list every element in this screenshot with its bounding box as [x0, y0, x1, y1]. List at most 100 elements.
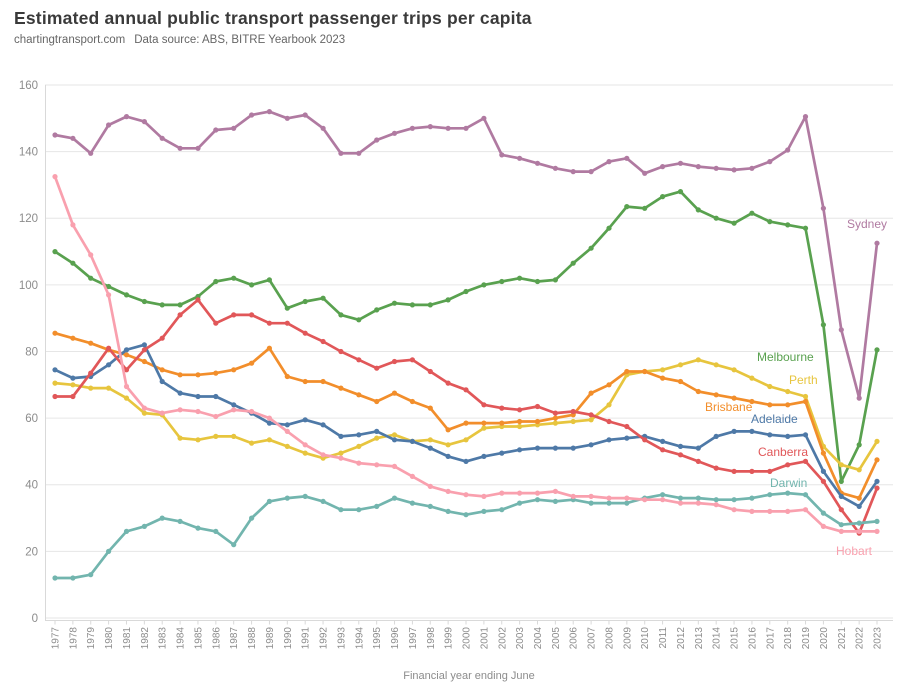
y-tick-label: 140	[19, 147, 38, 159]
data-point-adelaide-1987	[231, 402, 237, 408]
data-point-melbourne-2006	[570, 260, 576, 266]
data-point-adelaide-2019	[802, 432, 809, 438]
data-point-perth-2011	[660, 367, 666, 373]
subtitle-source: Data source: ABS, BITRE Yearbook 2023	[134, 34, 346, 46]
data-point-hobart-1991	[302, 442, 308, 448]
data-point-adelaide-2003	[517, 447, 523, 453]
data-point-adelaide-2007	[588, 442, 594, 448]
data-point-perth-1979	[88, 385, 94, 391]
data-point-perth-1988	[249, 440, 255, 446]
data-point-hobart-2017	[767, 508, 773, 514]
data-point-melbourne-2016	[749, 210, 755, 216]
data-point-brisbane-2023	[874, 457, 880, 463]
data-point-hobart-1989	[266, 415, 272, 421]
x-tick-label: 1983	[158, 627, 169, 650]
data-point-darwin-2019	[802, 492, 809, 498]
x-tick-label: 2006	[569, 627, 580, 650]
data-point-brisbane-2017	[767, 402, 773, 408]
x-axis-title: Financial year ending June	[403, 670, 534, 682]
x-tick-label: 1980	[104, 627, 115, 650]
data-point-darwin-2007	[588, 500, 594, 506]
data-point-darwin-1986	[213, 528, 219, 535]
data-point-hobart-1995	[374, 462, 380, 468]
data-point-hobart-2018	[785, 508, 791, 514]
data-point-adelaide-1997	[409, 438, 415, 444]
data-point-darwin-1999	[445, 508, 451, 514]
series-line-sydney	[53, 110, 879, 400]
data-point-darwin-1992	[320, 498, 326, 504]
data-point-brisbane-1993	[338, 385, 344, 391]
data-point-adelaide-1977	[52, 367, 58, 373]
data-point-brisbane-2014	[713, 392, 719, 398]
data-point-sydney-2016	[749, 165, 755, 171]
data-point-canberra-2017	[767, 468, 773, 474]
data-point-canberra-2000	[463, 387, 469, 393]
data-point-canberra-2023	[874, 485, 880, 491]
data-point-perth-1981	[123, 395, 130, 401]
data-point-hobart-1992	[320, 452, 326, 458]
data-point-adelaide-2017	[767, 432, 773, 438]
y-tick-label: 120	[19, 213, 38, 225]
x-tick-label: 1990	[283, 627, 294, 650]
x-tick-label: 1981	[122, 627, 133, 650]
data-point-hobart-2006	[570, 493, 576, 499]
data-point-hobart-1997	[409, 473, 415, 479]
data-point-canberra-1986	[213, 320, 219, 326]
data-point-darwin-1998	[427, 503, 433, 509]
data-point-melbourne-1979	[88, 275, 94, 281]
data-point-adelaide-2009	[624, 435, 630, 441]
x-tick-label: 1986	[211, 627, 222, 650]
data-point-canberra-2002	[499, 405, 505, 411]
data-point-darwin-2012	[677, 495, 684, 501]
x-tick-label: 1984	[176, 627, 187, 650]
data-point-brisbane-1977	[52, 330, 58, 336]
data-point-adelaide-1986	[213, 393, 219, 400]
data-point-perth-1980	[106, 385, 112, 391]
data-point-hobart-1998	[427, 483, 433, 489]
data-point-canberra-1991	[302, 330, 308, 336]
data-point-perth-2003	[517, 423, 523, 430]
data-point-melbourne-1988	[249, 282, 255, 288]
data-point-canberra-1988	[249, 312, 255, 318]
x-tick-label: 2015	[730, 627, 741, 650]
data-point-adelaide-2006	[570, 445, 576, 451]
data-point-hobart-1999	[445, 488, 451, 494]
data-point-hobart-1993	[338, 455, 344, 461]
data-point-brisbane-1983	[159, 367, 165, 373]
data-point-hobart-2000	[463, 492, 469, 498]
series-line-darwin	[53, 491, 879, 580]
data-point-darwin-1982	[141, 523, 147, 530]
data-point-melbourne-2007	[588, 245, 594, 251]
data-point-brisbane-1981	[123, 352, 130, 358]
data-point-hobart-1987	[231, 407, 237, 413]
data-point-canberra-1985	[195, 297, 201, 303]
data-point-darwin-2003	[517, 500, 523, 506]
data-point-adelaide-1991	[302, 417, 308, 423]
data-point-canberra-2007	[588, 412, 594, 418]
x-tick-label: 2018	[783, 627, 794, 650]
data-point-brisbane-2018	[785, 402, 791, 408]
data-point-sydney-2019	[802, 114, 809, 120]
data-point-sydney-2009	[624, 155, 630, 161]
data-point-adelaide-2015	[731, 428, 737, 434]
header: Estimated annual public transport passen…	[14, 8, 532, 46]
data-point-hobart-2020	[820, 523, 827, 530]
data-point-sydney-1995	[374, 137, 380, 143]
data-point-sydney-1997	[409, 125, 415, 131]
x-tick-label: 1978	[68, 627, 79, 650]
data-point-darwin-1996	[391, 495, 398, 501]
data-point-melbourne-1995	[374, 307, 380, 313]
data-point-hobart-1985	[195, 408, 201, 415]
data-point-darwin-2023	[874, 518, 880, 525]
y-tick-label: 40	[25, 480, 38, 492]
x-tick-label: 2016	[747, 627, 758, 650]
data-point-melbourne-2010	[642, 205, 648, 211]
data-point-darwin-2017	[767, 492, 773, 498]
data-point-hobart-1984	[177, 407, 183, 413]
x-tick-label: 2007	[587, 627, 598, 650]
data-point-adelaide-1989	[266, 420, 272, 426]
x-tick-label: 1979	[86, 627, 97, 650]
data-point-sydney-1998	[427, 124, 433, 130]
data-point-canberra-2003	[517, 407, 523, 413]
